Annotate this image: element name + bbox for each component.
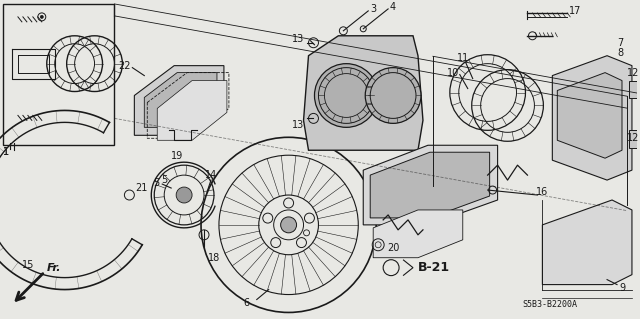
- Text: S5B3-B2200A: S5B3-B2200A: [522, 300, 577, 309]
- Circle shape: [314, 64, 378, 127]
- Text: 13: 13: [292, 120, 305, 130]
- Text: 1: 1: [3, 147, 9, 157]
- Text: 13: 13: [292, 34, 305, 44]
- Polygon shape: [542, 200, 632, 285]
- Polygon shape: [629, 81, 640, 99]
- Polygon shape: [144, 73, 217, 127]
- Circle shape: [365, 68, 421, 123]
- Circle shape: [176, 187, 192, 203]
- Text: 3: 3: [370, 4, 376, 14]
- Text: 10: 10: [447, 68, 459, 78]
- Text: 5: 5: [153, 178, 159, 188]
- Polygon shape: [373, 210, 463, 258]
- Polygon shape: [370, 152, 490, 218]
- Text: 6: 6: [244, 298, 250, 308]
- Text: 14: 14: [205, 170, 217, 180]
- Text: 21: 21: [135, 183, 147, 193]
- Polygon shape: [364, 145, 497, 225]
- Text: 12: 12: [627, 68, 639, 78]
- Polygon shape: [557, 73, 622, 158]
- Polygon shape: [629, 130, 640, 148]
- Circle shape: [281, 217, 296, 233]
- Text: 18: 18: [208, 253, 220, 263]
- Text: 1: 1: [3, 147, 9, 157]
- Text: 15: 15: [22, 260, 34, 270]
- Text: B-21: B-21: [418, 261, 450, 274]
- Text: 20: 20: [387, 243, 399, 253]
- Bar: [3, 4, 115, 145]
- Text: 19: 19: [171, 151, 183, 161]
- Text: 7: 7: [617, 38, 623, 48]
- Text: 11: 11: [457, 53, 469, 63]
- Polygon shape: [134, 66, 224, 135]
- Text: 8: 8: [617, 48, 623, 58]
- Text: 9: 9: [619, 283, 625, 293]
- Circle shape: [40, 15, 44, 19]
- Text: Fr.: Fr.: [47, 263, 61, 273]
- Polygon shape: [303, 36, 423, 150]
- Text: 12: 12: [627, 133, 639, 143]
- Text: 5: 5: [161, 175, 167, 185]
- Text: 16: 16: [536, 187, 548, 197]
- Text: 17: 17: [569, 6, 581, 16]
- Polygon shape: [552, 56, 632, 180]
- Text: 4: 4: [390, 2, 396, 12]
- Text: 22: 22: [118, 61, 131, 70]
- Polygon shape: [157, 81, 227, 140]
